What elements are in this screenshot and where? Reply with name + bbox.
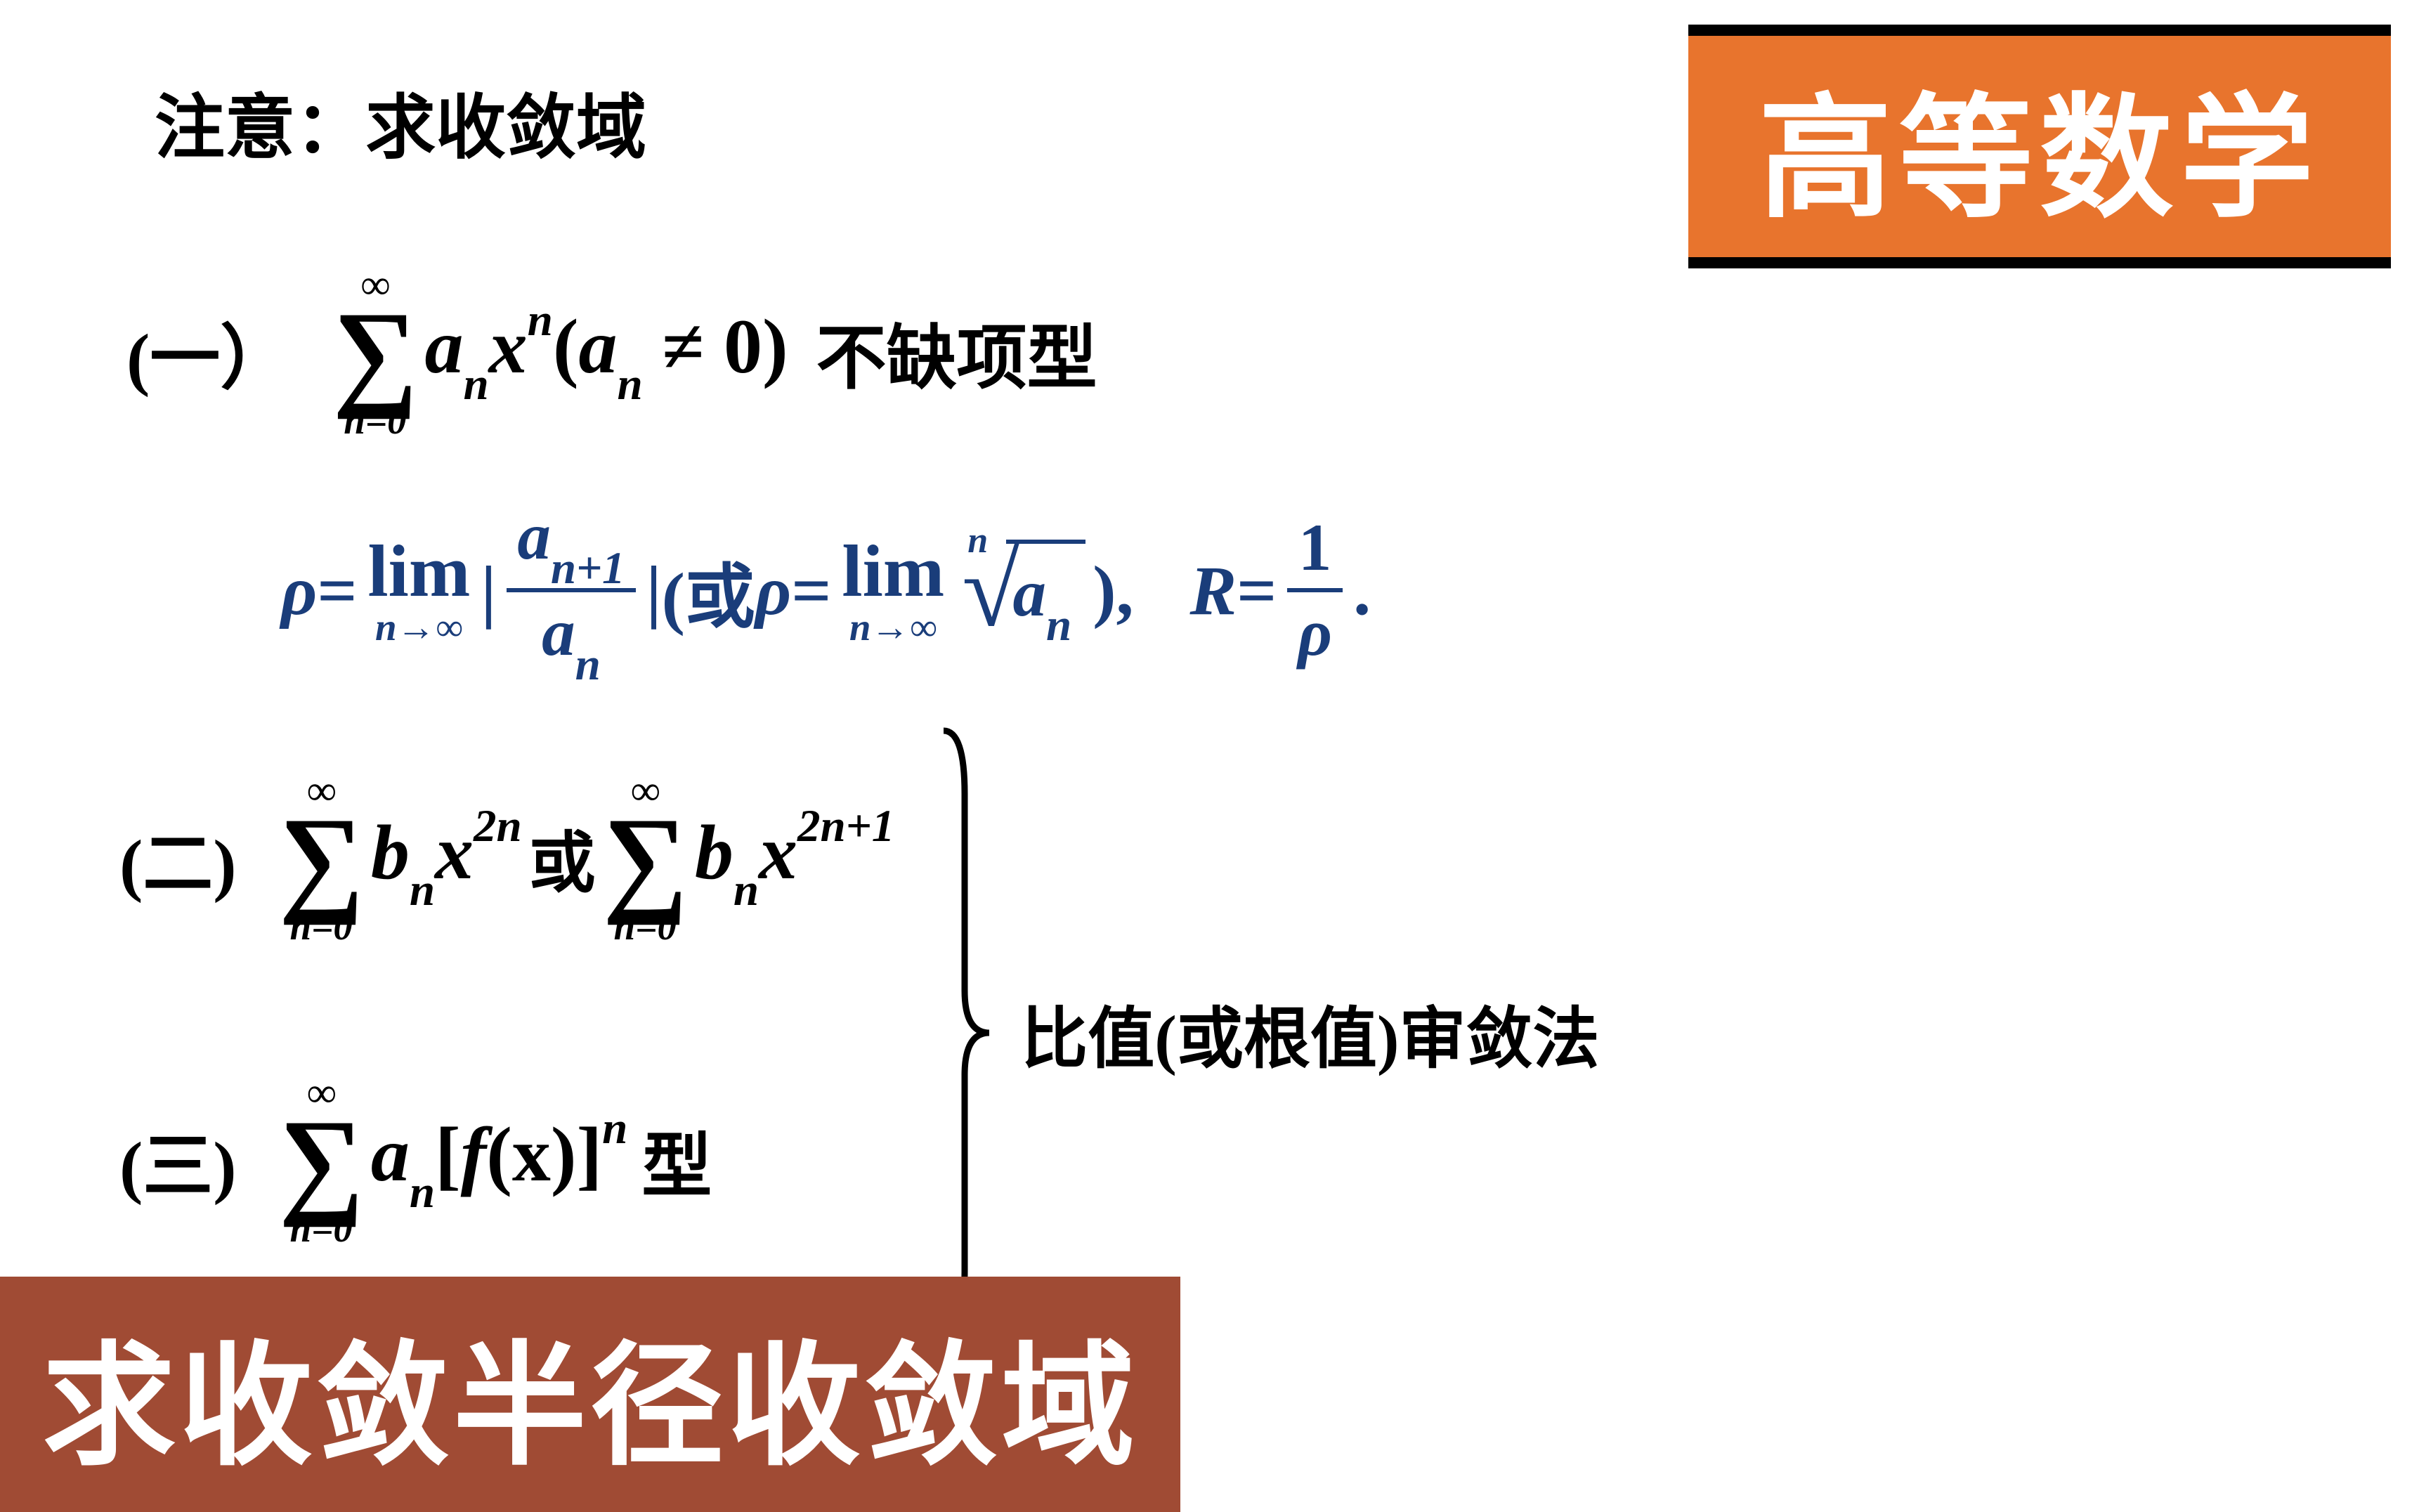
- sigma3-bot: n=0: [289, 1209, 352, 1248]
- b: b: [371, 809, 410, 895]
- an: a: [578, 304, 617, 389]
- sigma-1: ∞ ∑ n=0: [332, 263, 417, 440]
- eq1: =: [318, 550, 358, 631]
- b-sub: n: [410, 865, 435, 915]
- row2-term1: bnx2n: [371, 808, 522, 906]
- row1-term: anxn(an ≠ 0): [425, 302, 788, 400]
- bar2: |: [646, 550, 662, 631]
- header-line-top: [1688, 25, 2391, 36]
- lim2: lim n→∞: [842, 534, 944, 646]
- row1-after: 不缺项型: [816, 301, 1097, 403]
- dot: .: [1353, 550, 1371, 631]
- root-idx: n: [967, 520, 988, 561]
- or-text: 或: [529, 809, 596, 906]
- rows-2-3: (二) ∞ ∑ n=0 bnx2n 或 ∞ ∑ n=0 bnx2n+1 (三) …: [119, 752, 1599, 1342]
- sigma-3: ∞ ∑ n=0: [279, 1071, 364, 1248]
- root-arg: an: [1006, 540, 1086, 641]
- root-a: a: [1013, 556, 1047, 630]
- a: a: [425, 304, 464, 389]
- a3-sub: n: [410, 1167, 435, 1218]
- sigma-2b: ∞ ∑ n=0: [603, 769, 688, 946]
- sigma2b-sym: ∑: [603, 812, 688, 907]
- num-sub: n+1: [551, 543, 625, 594]
- row1-label: (一）: [126, 301, 290, 403]
- sigma-2a: ∞ ∑ n=0: [279, 769, 364, 946]
- eq2: =: [791, 550, 831, 631]
- header-line-bottom: [1688, 257, 2391, 268]
- px: (x): [486, 1112, 576, 1197]
- br-open: [: [435, 1112, 461, 1197]
- frac1: an+1 an: [507, 503, 635, 677]
- close-paren: ),: [1093, 550, 1133, 631]
- sigma2a-sym: ∑: [279, 812, 364, 907]
- rho: ρ: [281, 550, 318, 631]
- x: x: [489, 304, 528, 389]
- x1: x: [435, 809, 474, 895]
- lim-text2: lim: [842, 534, 944, 608]
- frac-num: an+1: [507, 503, 635, 588]
- root: n √ an: [962, 540, 1085, 641]
- sigma-symbol: ∑: [332, 306, 417, 401]
- rows-left: (二) ∞ ∑ n=0 bnx2n 或 ∞ ∑ n=0 bnx2n+1 (三) …: [119, 752, 894, 1342]
- x2-sup: 2n+1: [797, 801, 894, 852]
- frac2: 1 ρ: [1287, 514, 1343, 666]
- paren-open: (: [553, 304, 579, 389]
- x1-sup: 2n: [474, 801, 522, 852]
- sigma3-sym: ∑: [279, 1114, 364, 1209]
- eq3: =: [1237, 550, 1277, 631]
- title: 注意：求收敛域: [155, 70, 646, 172]
- f: f: [461, 1112, 487, 1197]
- header-badge: 高等数学: [1688, 25, 2391, 268]
- bar1: |: [481, 550, 496, 631]
- den-sub: n: [575, 639, 601, 690]
- R: R: [1190, 550, 1237, 631]
- lim1: lim n→∞: [368, 534, 471, 646]
- formula-row: ρ = lim n→∞ | an+1 an | (或 ρ = lim n→∞ n…: [281, 492, 1371, 689]
- row3-term: an[f(x)]n: [371, 1110, 628, 1208]
- row-2: (二) ∞ ∑ n=0 bnx2n 或 ∞ ∑ n=0 bnx2n+1: [119, 752, 894, 963]
- den-a: a: [542, 595, 575, 670]
- type-text: 型: [641, 1109, 712, 1211]
- frac2-num: 1: [1288, 514, 1343, 588]
- lim-sub: n→∞: [375, 608, 463, 646]
- x-sup: n: [528, 295, 553, 346]
- lim-sub2: n→∞: [849, 608, 937, 646]
- footer-badge: 求收敛半径收敛域: [0, 1277, 1180, 1512]
- header-text: 高等数学: [1688, 36, 2391, 257]
- brace-block: 比值(或根值)审敛法: [930, 724, 1599, 1342]
- or-open: (或: [662, 540, 755, 641]
- sup-n: n: [602, 1103, 627, 1154]
- sigma2b-bot: n=0: [614, 907, 677, 946]
- row2-term2: bnx2n+1: [695, 808, 894, 906]
- row-1: (一） ∞ ∑ n=0 anxn(an ≠ 0) 不缺项型: [126, 246, 1097, 457]
- a3: a: [371, 1112, 410, 1197]
- neq: ≠ 0): [643, 304, 788, 389]
- sigma2a-bot: n=0: [289, 907, 352, 946]
- sigma-bot: n=0: [344, 401, 406, 440]
- b2: b: [695, 809, 733, 895]
- frac-den: an: [531, 592, 611, 677]
- row3-label: (三): [119, 1109, 237, 1211]
- row-3: (三) ∞ ∑ n=0 an[f(x)]n 型: [119, 1054, 894, 1265]
- root-sub: n: [1046, 600, 1071, 651]
- frac2-den: ρ: [1287, 592, 1343, 666]
- b2-sub: n: [733, 865, 759, 915]
- lim-text: lim: [368, 534, 471, 608]
- x2: x: [759, 809, 797, 895]
- br-close: ]: [577, 1112, 603, 1197]
- a-sub: n: [464, 359, 489, 410]
- brace-icon: [930, 724, 993, 1342]
- rho2: ρ: [755, 550, 792, 631]
- row2-label: (二): [119, 807, 237, 908]
- an-sub: n: [617, 359, 642, 410]
- brace-text: 比值(或根值)审敛法: [1021, 985, 1599, 1081]
- num-a: a: [517, 499, 551, 573]
